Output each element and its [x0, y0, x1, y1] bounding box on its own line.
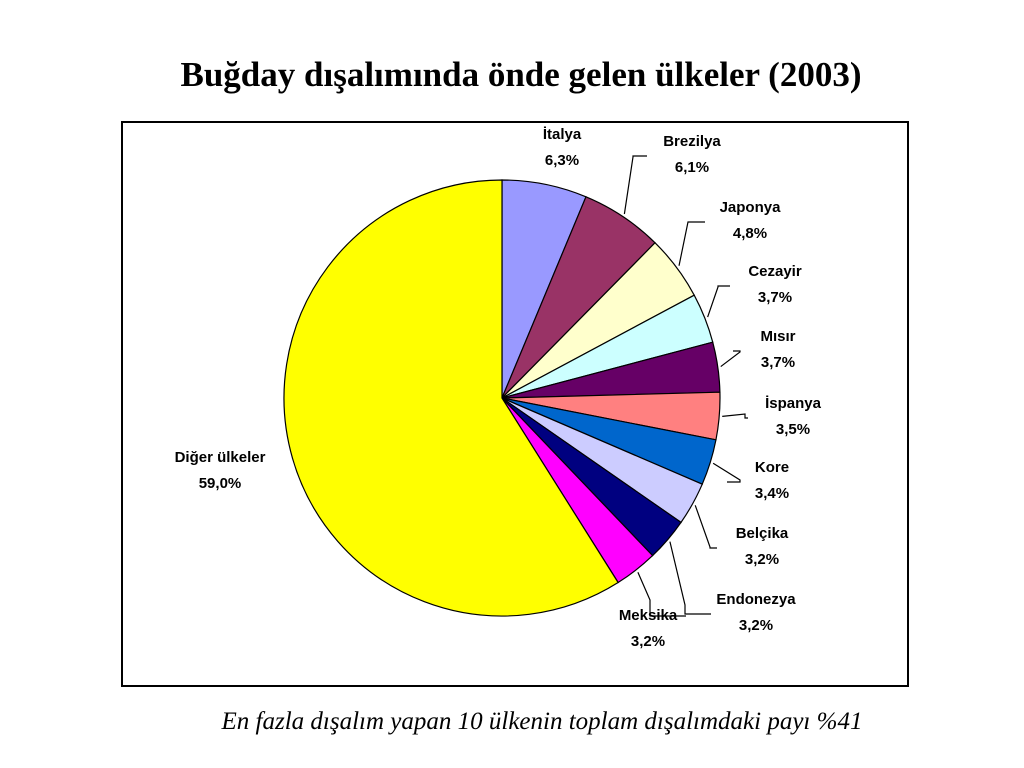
- slice-label: Japonya: [720, 199, 782, 216]
- slice-label: Brezilya: [663, 133, 721, 150]
- slice-label: Meksika: [619, 607, 678, 624]
- leader-line: [623, 155, 647, 215]
- slice-label: Diğer ülkeler: [175, 449, 266, 466]
- slice-value-label: 3,5%: [776, 421, 810, 438]
- slice-value-label: 3,2%: [745, 551, 779, 568]
- leader-line: [694, 505, 717, 549]
- slice-value-label: 6,1%: [675, 159, 709, 176]
- slice-label: İtalya: [543, 126, 582, 143]
- slice-label: Kore: [755, 459, 789, 476]
- leader-line: [678, 221, 705, 266]
- leader-line: [637, 572, 686, 617]
- slice-label: Endonezya: [716, 591, 796, 608]
- chart-note: En fazla dışalım yapan 10 ülkenin toplam…: [221, 708, 863, 735]
- slice-label: Cezayir: [748, 263, 802, 280]
- slice-value-label: 4,8%: [733, 225, 767, 242]
- slice-value-label: 59,0%: [199, 475, 242, 492]
- slice-value-label: 3,2%: [739, 617, 773, 634]
- slice-value-label: 3,2%: [631, 633, 665, 650]
- pie-slice: [283, 179, 619, 617]
- slice-label: Belçika: [736, 525, 789, 542]
- slice-value-label: 3,4%: [755, 485, 789, 502]
- leader-line: [720, 350, 741, 368]
- chart-title: Buğday dışalımında önde gelen ülkeler (2…: [181, 55, 862, 94]
- slice-value-label: 6,3%: [545, 152, 579, 169]
- leader-line: [722, 413, 748, 419]
- slice-label: Mısır: [760, 328, 795, 345]
- leader-line: [707, 285, 730, 318]
- leader-line: [712, 462, 741, 483]
- slice-label: İspanya: [765, 395, 822, 412]
- slice-value-label: 3,7%: [761, 354, 795, 371]
- leader-line: [669, 541, 711, 615]
- slice-value-label: 3,7%: [758, 289, 792, 306]
